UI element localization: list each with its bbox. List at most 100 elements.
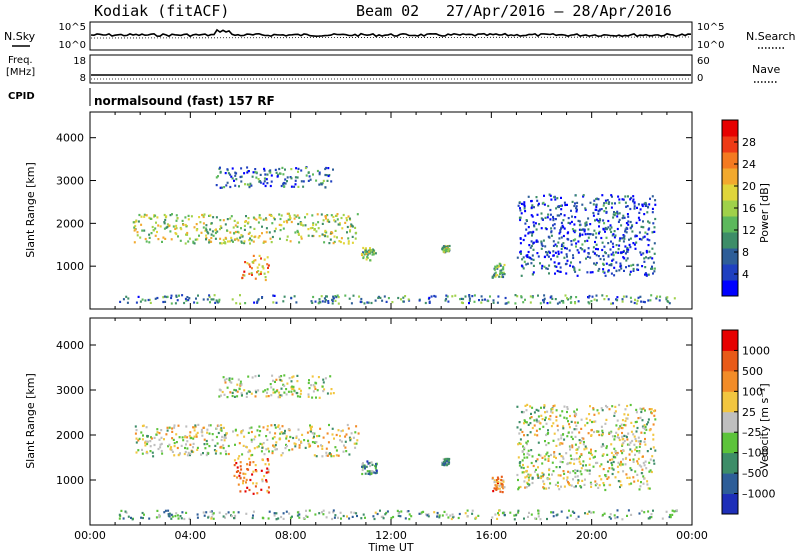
data-cell <box>464 512 467 515</box>
data-cell <box>611 195 613 198</box>
data-cell <box>578 228 581 231</box>
data-cell <box>274 380 276 383</box>
data-cell <box>549 194 552 197</box>
data-cell <box>322 179 325 182</box>
data-cell <box>186 233 189 236</box>
data-cell <box>245 392 248 395</box>
data-cell <box>126 301 129 304</box>
data-cell <box>175 295 178 298</box>
data-cell <box>234 514 237 517</box>
data-cell <box>345 219 348 222</box>
data-cell <box>347 237 350 240</box>
data-cell <box>300 169 303 172</box>
data-cell <box>595 299 598 302</box>
data-cell <box>560 196 562 199</box>
data-cell <box>632 269 635 272</box>
data-cell <box>302 185 305 188</box>
data-cell <box>553 432 556 435</box>
data-cell <box>355 442 358 445</box>
data-cell <box>595 218 598 221</box>
data-cell <box>447 300 450 303</box>
data-cell <box>598 225 600 228</box>
data-cell <box>215 184 218 187</box>
data-cell <box>274 444 277 447</box>
data-cell <box>256 446 259 449</box>
data-cell <box>570 261 572 264</box>
data-cell <box>519 237 522 240</box>
data-cell <box>281 452 284 455</box>
data-cell <box>544 245 547 248</box>
data-cell <box>557 241 560 244</box>
data-cell <box>211 230 214 233</box>
data-cell <box>257 374 260 377</box>
data-cell <box>555 444 558 447</box>
data-cell <box>646 483 649 486</box>
data-cell <box>527 423 530 426</box>
data-cell <box>521 471 524 474</box>
data-cell <box>541 264 544 267</box>
data-cell <box>300 222 303 225</box>
data-cell <box>619 262 622 265</box>
data-cell <box>653 414 656 417</box>
data-cell <box>370 472 373 475</box>
data-cell <box>646 450 649 453</box>
data-cell <box>325 295 327 298</box>
data-cell <box>330 214 333 217</box>
data-cell <box>166 429 169 432</box>
data-cell <box>229 217 232 220</box>
data-cell <box>621 419 624 422</box>
colorbar-swatch <box>722 248 738 265</box>
data-cell <box>562 457 565 460</box>
data-cell <box>613 514 616 517</box>
data-cell <box>590 483 593 486</box>
data-cell <box>169 214 172 217</box>
data-cell <box>160 449 163 453</box>
data-cell <box>219 394 222 397</box>
data-cell <box>194 424 197 427</box>
data-cell <box>575 457 578 461</box>
data-cell <box>214 452 217 455</box>
data-cell <box>527 484 530 487</box>
data-cell <box>525 219 528 222</box>
data-cell <box>669 516 672 519</box>
data-cell <box>578 431 581 434</box>
data-cell <box>556 302 559 305</box>
data-cell <box>254 259 257 262</box>
data-cell <box>135 220 138 223</box>
data-cell <box>296 511 299 514</box>
data-cell <box>607 226 610 229</box>
data-cell <box>268 510 271 513</box>
data-cell <box>280 224 283 227</box>
data-cell <box>548 264 551 267</box>
data-cell <box>280 394 283 397</box>
data-cell <box>141 438 144 441</box>
data-cell <box>638 451 641 454</box>
data-cell <box>575 517 578 521</box>
data-cell <box>602 254 605 258</box>
data-cell <box>275 378 278 381</box>
data-cell <box>495 479 498 482</box>
colorbar-swatch <box>722 330 738 351</box>
data-cell <box>445 245 447 248</box>
data-cell <box>311 375 314 378</box>
data-cell <box>247 221 250 224</box>
data-cell <box>210 233 213 236</box>
data-cell <box>532 258 535 261</box>
colorbar-tick-label: 500 <box>742 365 763 378</box>
data-cell <box>615 244 618 247</box>
data-cell <box>639 416 642 419</box>
data-cell <box>569 445 572 448</box>
data-cell <box>559 414 562 417</box>
data-cell <box>194 238 197 241</box>
data-cell <box>230 381 233 384</box>
data-cell <box>174 227 177 230</box>
data-cell <box>196 513 199 516</box>
x-tick-label: 12:00 <box>375 529 407 542</box>
data-cell <box>563 438 566 441</box>
data-cell <box>200 231 203 234</box>
data-cell <box>356 514 358 518</box>
data-cell <box>362 251 364 254</box>
data-cell <box>186 231 189 235</box>
data-cell <box>584 207 587 210</box>
data-cell <box>546 302 549 305</box>
